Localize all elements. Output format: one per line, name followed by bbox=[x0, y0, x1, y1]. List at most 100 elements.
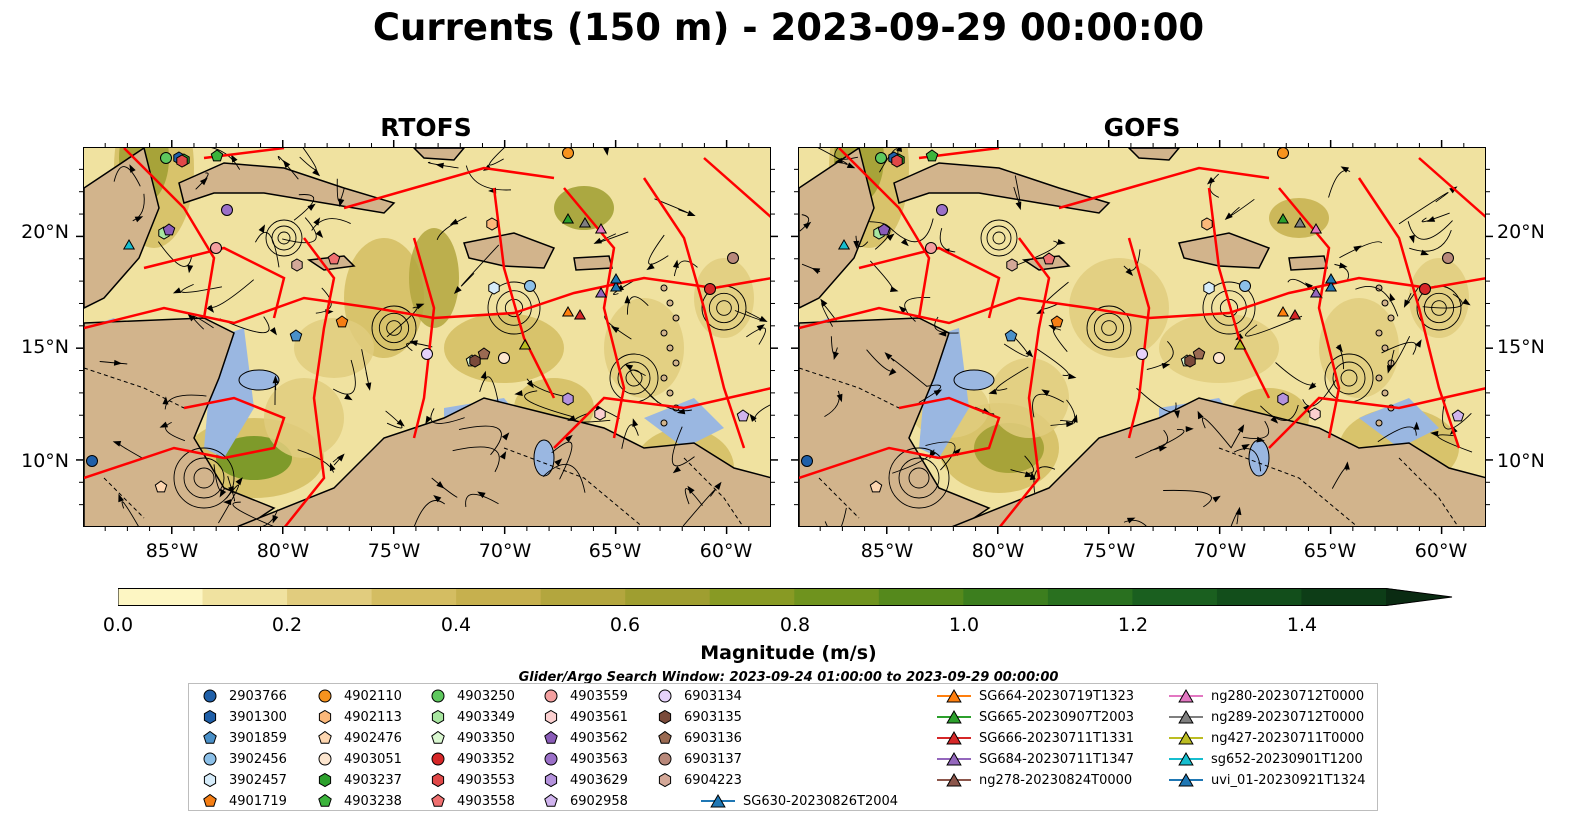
streamline bbox=[824, 507, 847, 526]
glider-marker bbox=[837, 239, 851, 250]
island bbox=[660, 329, 668, 337]
island bbox=[1381, 389, 1389, 397]
flow-arrow bbox=[272, 514, 279, 524]
argo-marker bbox=[936, 204, 948, 216]
glider-marker bbox=[1293, 217, 1307, 228]
island bbox=[672, 359, 680, 367]
flow-arrow bbox=[1041, 389, 1050, 396]
streamline bbox=[1421, 212, 1450, 223]
streamline bbox=[254, 231, 280, 268]
flow-arrow bbox=[477, 491, 486, 499]
ytick-label-left-15n: 15°N bbox=[21, 336, 69, 358]
land-mass bbox=[893, 162, 1111, 214]
eez-boundary bbox=[1207, 187, 1271, 399]
streamline bbox=[1146, 340, 1174, 370]
legend-label: 4903553 bbox=[457, 772, 515, 788]
argo-marker bbox=[488, 281, 500, 295]
colorbar-segment bbox=[456, 588, 542, 606]
eez-boundary bbox=[838, 148, 931, 319]
eddy-streamline bbox=[617, 361, 651, 395]
streamline bbox=[132, 193, 145, 222]
shallow-shelf bbox=[644, 398, 724, 448]
argo-marker bbox=[562, 392, 574, 406]
flow-arrow bbox=[1413, 421, 1420, 430]
argo-marker bbox=[877, 223, 891, 236]
flow-arrow bbox=[499, 451, 507, 460]
flow-arrow bbox=[235, 477, 243, 486]
island bbox=[666, 389, 674, 397]
eddy-streamline bbox=[908, 467, 930, 489]
eddy-streamline bbox=[980, 219, 1018, 257]
flow-arrow bbox=[953, 448, 961, 457]
streamline bbox=[904, 297, 931, 322]
xtick-label-right-65w: 65°W bbox=[1303, 540, 1357, 562]
xtick-label-left-80w: 80°W bbox=[256, 540, 310, 562]
island bbox=[1375, 374, 1383, 382]
argo-marker bbox=[1451, 409, 1465, 422]
legend-label: 6903134 bbox=[684, 688, 742, 704]
colorbar-segment bbox=[963, 588, 1049, 606]
colorbar-label: Magnitude (m/s) bbox=[700, 642, 877, 664]
streamline bbox=[406, 342, 433, 352]
map-panel-gofs bbox=[798, 147, 1486, 527]
eddy-streamline bbox=[265, 219, 303, 257]
argo-marker bbox=[891, 154, 903, 168]
argo-marker bbox=[875, 152, 887, 164]
glider-marker bbox=[1309, 223, 1323, 234]
streamline bbox=[817, 148, 848, 165]
land-mass bbox=[412, 148, 465, 161]
streamline bbox=[746, 327, 767, 345]
land-mass bbox=[951, 397, 1485, 526]
speed-patch bbox=[1319, 298, 1399, 398]
national-border bbox=[103, 477, 145, 519]
streamline bbox=[1422, 293, 1463, 309]
national-border bbox=[799, 367, 900, 409]
streamline bbox=[1003, 337, 1029, 357]
lake-nicaragua bbox=[953, 369, 995, 391]
flow-arrow bbox=[118, 493, 124, 503]
legend-item-argo: 4903629 bbox=[540, 770, 628, 790]
flow-arrow bbox=[889, 286, 899, 293]
eez-boundary bbox=[703, 157, 770, 218]
legend-label: 3902457 bbox=[229, 772, 287, 788]
streamline bbox=[524, 390, 575, 418]
flow-arrow bbox=[337, 453, 345, 462]
eez-boundary bbox=[492, 187, 556, 399]
flow-arrow bbox=[1389, 292, 1396, 302]
eez-boundary bbox=[563, 187, 626, 439]
argo-marker bbox=[925, 149, 939, 162]
streamline bbox=[890, 357, 928, 387]
eddy-streamline bbox=[277, 231, 291, 245]
flow-arrow bbox=[687, 485, 695, 494]
argo-marker bbox=[160, 152, 172, 164]
land-mass bbox=[1288, 255, 1328, 271]
legend-label: SG630-20230826T2004 bbox=[743, 793, 899, 809]
streamline bbox=[386, 306, 418, 338]
colorbar-outline bbox=[118, 588, 1453, 606]
streamline bbox=[574, 412, 611, 423]
flow-arrow bbox=[187, 313, 196, 322]
eddy-streamline bbox=[1340, 369, 1358, 387]
xtick-label-right-80w: 80°W bbox=[971, 540, 1025, 562]
argo-marker bbox=[1419, 283, 1431, 295]
streamline bbox=[385, 410, 403, 429]
streamline bbox=[217, 484, 239, 524]
flow-arrow bbox=[836, 393, 843, 403]
flow-arrow bbox=[1158, 445, 1168, 452]
flow-arrow bbox=[759, 315, 768, 323]
ytick-label-right-15n: 15°N bbox=[1497, 336, 1545, 358]
flow-arrow bbox=[1024, 471, 1034, 478]
flow-arrow bbox=[1353, 245, 1362, 253]
legend-item-argo: 4903349 bbox=[427, 707, 515, 727]
streamline bbox=[1135, 429, 1185, 459]
eez-boundary bbox=[143, 246, 286, 319]
streamline bbox=[648, 234, 669, 265]
argo-marker bbox=[704, 283, 716, 295]
legend-item-argo: 4903559 bbox=[540, 686, 628, 706]
ytick-label-left-10n: 10°N bbox=[21, 450, 69, 472]
legend-item-argo: 3901859 bbox=[199, 728, 287, 748]
streamline bbox=[1123, 249, 1141, 271]
flow-arrow bbox=[988, 388, 997, 395]
flow-arrow bbox=[803, 221, 812, 230]
xtick-label-right-60w: 60°W bbox=[1414, 540, 1468, 562]
